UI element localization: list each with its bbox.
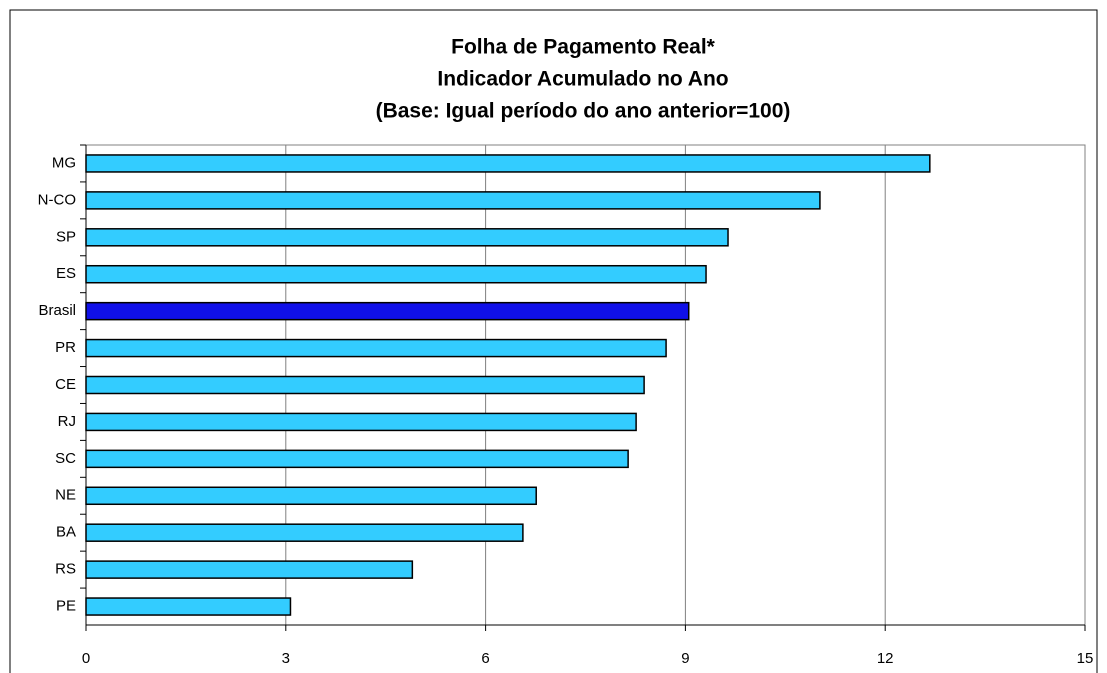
y-tick-label: SP	[56, 228, 76, 245]
y-tick-label: NE	[55, 487, 76, 504]
y-tick-label: ES	[56, 265, 76, 282]
x-tick-label: 15	[1077, 650, 1094, 667]
x-tick-label: 9	[681, 650, 689, 667]
bar	[85, 523, 524, 542]
bar	[85, 560, 414, 579]
bar	[85, 597, 292, 616]
chart-title: Indicador Acumulado no Ano	[437, 68, 728, 91]
bar	[85, 449, 629, 469]
x-tick-label: 6	[481, 650, 489, 667]
bar	[85, 412, 637, 432]
chart-title: Folha de Pagamento Real*	[451, 36, 716, 59]
bar	[85, 338, 667, 358]
bar	[85, 264, 707, 284]
bar	[85, 191, 821, 210]
y-tick-label: N-CO	[38, 191, 76, 208]
y-tick-label: SC	[55, 450, 76, 467]
bar	[85, 154, 931, 173]
y-tick-label: CE	[55, 376, 76, 393]
bar	[85, 301, 690, 321]
x-tick-label: 3	[282, 650, 290, 667]
x-tick-label: 0	[82, 650, 90, 667]
y-tick-label: Brasil	[38, 302, 76, 319]
chart-title: (Base: Igual período do ano anterior=100…	[376, 100, 791, 123]
y-tick-label: PR	[55, 339, 76, 356]
y-tick-label: MG	[52, 154, 76, 171]
y-tick-label: PE	[56, 598, 76, 615]
bar	[85, 486, 537, 506]
bar	[85, 228, 729, 247]
y-tick-label: RS	[55, 561, 76, 578]
y-tick-label: BA	[56, 524, 76, 541]
x-tick-label: 12	[877, 650, 894, 667]
bar	[85, 375, 645, 395]
y-tick-label: RJ	[58, 413, 76, 430]
